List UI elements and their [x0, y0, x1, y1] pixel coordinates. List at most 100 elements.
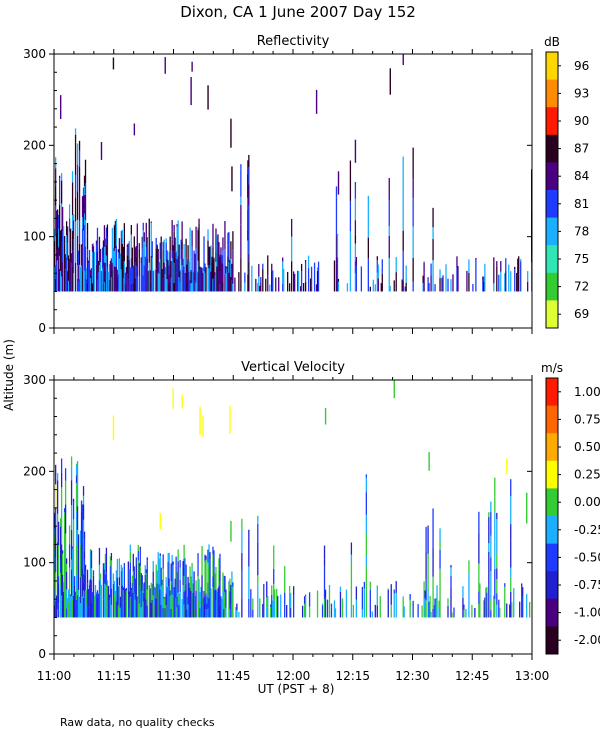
heatmap-cell: [496, 579, 498, 594]
heatmap-cell: [439, 269, 441, 279]
heatmap-cell: [434, 284, 436, 292]
colorbar-swatch: [546, 79, 558, 108]
heatmap-cell: [70, 253, 73, 264]
heatmap-cell: [82, 582, 85, 591]
heatmap-cell: [188, 271, 190, 292]
heatmap-cell: [231, 263, 233, 270]
heatmap-cell: [201, 546, 203, 551]
heatmap-cell: [291, 261, 293, 292]
heatmap-cell: [109, 556, 112, 566]
heatmap-cell: [153, 597, 155, 606]
heatmap-cell: [197, 576, 199, 599]
heatmap-cell: [304, 262, 307, 282]
heatmap-cell: [55, 600, 57, 618]
heatmap-cell: [494, 542, 496, 569]
heatmap-cell: [60, 203, 63, 230]
y-tick-label: 200: [23, 138, 46, 152]
heatmap-cell: [78, 150, 81, 167]
heatmap-cell: [345, 589, 348, 618]
heatmap-cell: [64, 268, 67, 292]
heatmap-cell: [135, 557, 137, 565]
heatmap-cell: [248, 598, 250, 618]
heatmap-cell: [349, 260, 352, 269]
heatmap-cell: [286, 605, 288, 618]
heatmap-cell: [118, 238, 121, 259]
heatmap-cell: [273, 583, 275, 618]
heatmap-cell: [174, 578, 176, 591]
heatmap-cell: [105, 266, 108, 292]
heatmap-cell: [76, 461, 79, 479]
heatmap-cell: [204, 561, 206, 597]
heatmap-cell: [82, 257, 85, 292]
heatmap-cell: [277, 596, 279, 618]
heatmap-cell: [423, 596, 425, 607]
heatmap-cell: [70, 263, 73, 292]
heatmap-cell: [483, 281, 485, 292]
heatmap-cell: [402, 596, 404, 599]
heatmap-cell: [187, 604, 189, 618]
heatmap-cell: [54, 512, 56, 514]
heatmap-cell: [462, 589, 464, 598]
heatmap-cell: [157, 552, 159, 565]
heatmap-cell: [247, 240, 249, 275]
heatmap-cell: [148, 595, 150, 618]
heatmap-cell: [76, 143, 79, 165]
heatmap-cell: [490, 600, 492, 611]
heatmap-cell: [60, 518, 63, 545]
heatmap-cell: [117, 252, 120, 275]
heatmap-cell: [257, 282, 259, 292]
heatmap-cell: [109, 597, 112, 618]
heatmap-cell: [181, 265, 183, 292]
heatmap-cell: [250, 589, 252, 618]
heatmap-cell: [90, 268, 93, 275]
heatmap-cell: [137, 585, 139, 618]
y-tick-label: 200: [23, 464, 46, 478]
heatmap-cell: [124, 588, 126, 602]
heatmap-cell: [146, 258, 148, 268]
heatmap-cell: [99, 578, 102, 609]
heatmap-cell: [177, 549, 179, 562]
heatmap-cell: [106, 267, 109, 292]
heatmap-cell: [169, 251, 171, 282]
heatmap-cell: [75, 475, 78, 483]
heatmap-cell: [80, 542, 83, 551]
heatmap-cell: [68, 544, 71, 568]
heatmap-cell: [496, 568, 498, 580]
colorbar-frame: [545, 377, 559, 655]
heatmap-cell: [158, 262, 160, 275]
heatmap-cell: [166, 279, 168, 292]
heatmap-cell: [168, 284, 170, 292]
heatmap-cell: [488, 585, 490, 618]
heatmap-cell: [182, 585, 184, 618]
heatmap-cell: [349, 268, 352, 292]
heatmap-cell: [71, 266, 74, 292]
heatmap-cell: [154, 269, 156, 292]
heatmap-cell: [326, 599, 329, 618]
heatmap-cell: [123, 223, 126, 234]
heatmap-cell: [453, 607, 455, 618]
heatmap-cell: [219, 581, 221, 606]
heatmap-cell: [230, 584, 232, 605]
y-tick-label: 300: [23, 373, 46, 387]
heatmap-cell: [402, 250, 404, 281]
heatmap-cell: [511, 602, 513, 618]
heatmap-cell: [173, 589, 175, 618]
heatmap-cell: [187, 264, 189, 292]
heatmap-cell: [248, 566, 250, 599]
heatmap-cell: [98, 580, 101, 594]
heatmap-cell: [215, 567, 217, 590]
heatmap-cell: [208, 608, 210, 618]
heatmap-cell: [93, 251, 96, 273]
heatmap-cell: [380, 283, 382, 292]
heatmap-cell: [514, 266, 516, 270]
heatmap-cell: [228, 584, 230, 618]
heatmap-cell: [349, 174, 352, 201]
heatmap-cell: [520, 261, 522, 292]
heatmap-cell: [87, 262, 90, 292]
heatmap-cell: [55, 185, 57, 206]
heatmap-cell: [180, 239, 182, 260]
heatmap-cell: [194, 262, 196, 281]
heatmap-cell: [80, 500, 83, 512]
heatmap-cell: [87, 260, 90, 263]
heatmap-cell: [248, 529, 250, 538]
